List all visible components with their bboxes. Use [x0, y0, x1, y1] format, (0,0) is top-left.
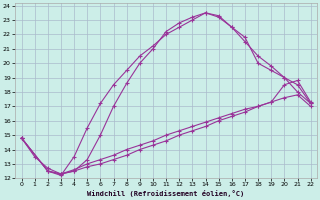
- X-axis label: Windchill (Refroidissement éolien,°C): Windchill (Refroidissement éolien,°C): [87, 190, 245, 197]
